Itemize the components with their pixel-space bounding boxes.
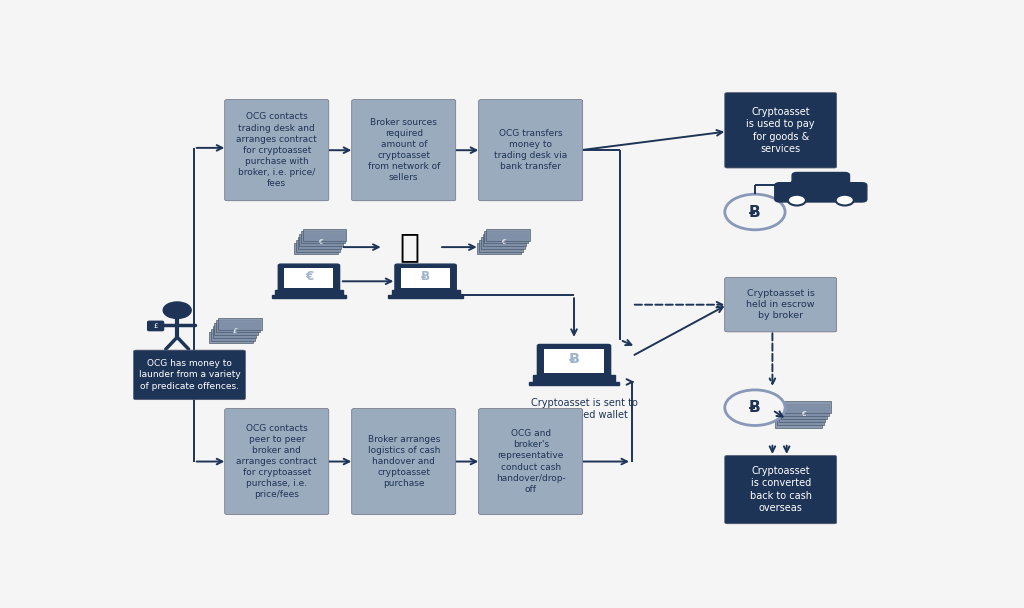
Circle shape bbox=[725, 194, 785, 230]
Text: OCG has money to
launder from a variety
of predicate offences.: OCG has money to launder from a variety … bbox=[138, 359, 241, 390]
Text: £: £ bbox=[154, 323, 158, 329]
Text: Broker sources
required
amount of
cryptoasset
from network of
sellers: Broker sources required amount of crypto… bbox=[368, 118, 440, 182]
Bar bbox=[301, 232, 345, 243]
Text: Cryptoasset is sent to
designated wallet: Cryptoasset is sent to designated wallet bbox=[530, 398, 638, 420]
FancyBboxPatch shape bbox=[395, 264, 457, 291]
FancyBboxPatch shape bbox=[401, 268, 451, 288]
FancyBboxPatch shape bbox=[725, 92, 837, 168]
Text: Broker arranges
logistics of cash
handover and
cryptoasset
purchase: Broker arranges logistics of cash handov… bbox=[368, 435, 440, 488]
FancyBboxPatch shape bbox=[538, 345, 610, 377]
Bar bbox=[298, 237, 341, 249]
Bar bbox=[782, 404, 829, 416]
Circle shape bbox=[836, 195, 854, 206]
Text: Cryptoasset is
held in escrow
by broker: Cryptoasset is held in escrow by broker bbox=[746, 289, 815, 320]
FancyBboxPatch shape bbox=[225, 100, 329, 201]
Text: OCG and
broker's
representative
conduct cash
handover/drop-
off: OCG and broker's representative conduct … bbox=[496, 429, 565, 494]
Text: €: € bbox=[305, 270, 313, 283]
Text: €: € bbox=[318, 238, 323, 244]
Bar bbox=[479, 240, 523, 252]
Bar bbox=[209, 331, 253, 344]
Text: Cryptoasset
is used to pay
for goods &
services: Cryptoasset is used to pay for goods & s… bbox=[746, 107, 815, 154]
Bar bbox=[294, 243, 338, 255]
Text: €: € bbox=[502, 238, 506, 244]
FancyBboxPatch shape bbox=[225, 409, 329, 514]
Text: OCG has money to
launder from a variety
of predicate offences.: OCG has money to launder from a variety … bbox=[138, 359, 241, 390]
Text: OCG transfers
money to
trading desk via
bank transfer: OCG transfers money to trading desk via … bbox=[495, 129, 567, 171]
Bar bbox=[271, 295, 346, 298]
Text: OCG and
broker's
representative
conduct cash
handover/drop-
off: OCG and broker's representative conduct … bbox=[496, 429, 565, 494]
FancyBboxPatch shape bbox=[147, 321, 164, 331]
Bar bbox=[486, 229, 529, 241]
Bar bbox=[777, 412, 823, 425]
FancyBboxPatch shape bbox=[725, 277, 837, 332]
Circle shape bbox=[163, 302, 191, 319]
FancyBboxPatch shape bbox=[479, 409, 583, 514]
Text: Cryptoasset
is used to pay
for goods &
services: Cryptoasset is used to pay for goods & s… bbox=[746, 107, 815, 154]
FancyBboxPatch shape bbox=[775, 183, 867, 202]
FancyBboxPatch shape bbox=[225, 100, 329, 201]
FancyBboxPatch shape bbox=[279, 264, 340, 291]
Bar bbox=[211, 329, 255, 340]
FancyBboxPatch shape bbox=[479, 100, 583, 201]
Text: OCG contacts
trading desk and
arranges contract
for cryptoasset
purchase with
br: OCG contacts trading desk and arranges c… bbox=[237, 112, 317, 188]
FancyBboxPatch shape bbox=[725, 455, 837, 524]
Text: OCG contacts
peer to peer
broker and
arranges contract
for cryptoasset
purchase,: OCG contacts peer to peer broker and arr… bbox=[237, 424, 317, 499]
Bar bbox=[780, 407, 827, 419]
FancyBboxPatch shape bbox=[545, 348, 604, 373]
Text: Ƀ: Ƀ bbox=[750, 400, 761, 415]
Bar bbox=[484, 232, 528, 243]
Bar bbox=[213, 326, 256, 338]
Text: Cryptoasset
is converted
back to cash
overseas: Cryptoasset is converted back to cash ov… bbox=[750, 466, 812, 513]
Text: Broker arranges
logistics of cash
handover and
cryptoasset
purchase: Broker arranges logistics of cash handov… bbox=[368, 435, 440, 488]
Bar bbox=[218, 317, 261, 330]
Text: OCG transfers
money to
trading desk via
bank transfer: OCG transfers money to trading desk via … bbox=[495, 129, 567, 171]
FancyBboxPatch shape bbox=[725, 277, 837, 332]
Text: Ƀ: Ƀ bbox=[750, 204, 761, 219]
Circle shape bbox=[725, 390, 785, 426]
FancyBboxPatch shape bbox=[793, 173, 850, 190]
FancyBboxPatch shape bbox=[285, 268, 334, 288]
Text: OCG contacts
peer to peer
broker and
arranges contract
for cryptoasset
purchase,: OCG contacts peer to peer broker and arr… bbox=[237, 424, 317, 499]
FancyBboxPatch shape bbox=[725, 92, 837, 168]
Bar bbox=[528, 382, 620, 385]
Bar bbox=[391, 290, 460, 295]
Bar bbox=[477, 243, 521, 255]
FancyBboxPatch shape bbox=[725, 455, 837, 524]
Bar bbox=[275, 290, 343, 295]
FancyBboxPatch shape bbox=[352, 409, 456, 514]
Circle shape bbox=[787, 195, 806, 206]
FancyBboxPatch shape bbox=[352, 409, 456, 514]
Bar bbox=[482, 234, 526, 246]
Bar bbox=[779, 410, 825, 422]
Bar bbox=[784, 401, 830, 413]
Text: €: € bbox=[801, 412, 806, 417]
Text: £: £ bbox=[233, 328, 238, 334]
Text: Ƀ: Ƀ bbox=[421, 270, 430, 283]
Bar bbox=[296, 240, 340, 252]
Bar bbox=[214, 323, 258, 335]
Text: Ƀ: Ƀ bbox=[568, 352, 580, 367]
Bar bbox=[216, 320, 260, 333]
Bar bbox=[299, 234, 343, 246]
FancyBboxPatch shape bbox=[133, 350, 246, 399]
Bar bbox=[775, 415, 822, 428]
Text: Broker sources
required
amount of
cryptoasset
from network of
sellers: Broker sources required amount of crypto… bbox=[368, 118, 440, 182]
FancyBboxPatch shape bbox=[479, 409, 583, 514]
FancyBboxPatch shape bbox=[225, 409, 329, 514]
Bar bbox=[481, 237, 524, 249]
FancyBboxPatch shape bbox=[352, 100, 456, 201]
Bar bbox=[532, 376, 615, 382]
Text: OCG contacts
trading desk and
arranges contract
for cryptoasset
purchase with
br: OCG contacts trading desk and arranges c… bbox=[237, 112, 317, 188]
Bar bbox=[303, 229, 346, 241]
FancyBboxPatch shape bbox=[479, 100, 583, 201]
Text: Cryptoasset is
held in escrow
by broker: Cryptoasset is held in escrow by broker bbox=[746, 289, 815, 320]
Text: Cryptoasset
is converted
back to cash
overseas: Cryptoasset is converted back to cash ov… bbox=[750, 466, 812, 513]
FancyBboxPatch shape bbox=[133, 350, 246, 399]
Text: 🤝: 🤝 bbox=[399, 230, 420, 264]
FancyBboxPatch shape bbox=[352, 100, 456, 201]
Bar bbox=[388, 295, 463, 298]
